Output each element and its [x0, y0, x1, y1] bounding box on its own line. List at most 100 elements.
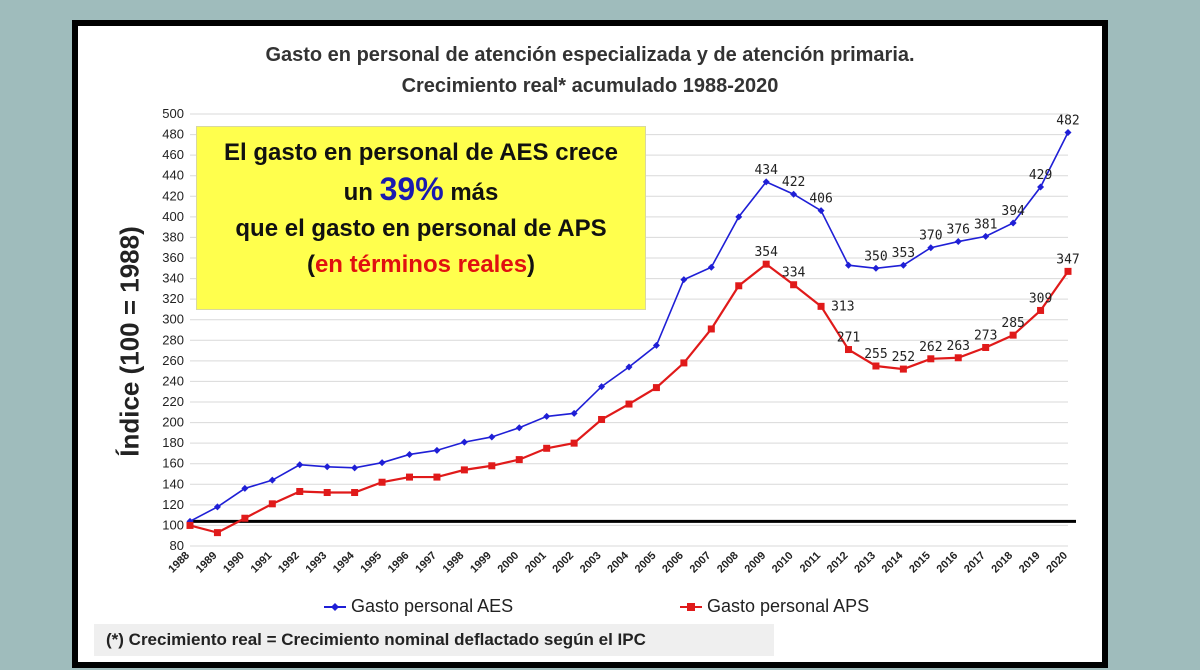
data-point-aps [460, 466, 468, 474]
x-tick-label: 1996 [386, 550, 412, 576]
data-point-aes [652, 341, 660, 349]
data-point-aps [351, 489, 359, 497]
callout-paren-open: ( [306, 251, 315, 278]
y-tick-label: 260 [162, 353, 184, 368]
data-point-aes [570, 409, 578, 417]
x-tick-label: 2012 [825, 550, 851, 576]
x-tick-label: 1988 [166, 550, 192, 576]
data-point-aes [790, 190, 798, 198]
y-axis-label: Índice (100 = 1988) [114, 226, 145, 457]
data-point-aes [186, 517, 194, 525]
x-tick-label: 2010 [770, 550, 796, 576]
x-tick-label: 2020 [1044, 550, 1070, 576]
y-tick-label: 320 [162, 291, 184, 306]
x-tick-label: 2001 [523, 550, 549, 576]
data-point-aps [707, 325, 715, 333]
x-tick-label: 1991 [249, 550, 275, 576]
data-point-aps [515, 456, 523, 464]
data-point-aes [680, 276, 688, 284]
data-point-aes [543, 412, 551, 420]
x-tick-label: 2017 [962, 550, 988, 576]
data-point-aps [406, 473, 413, 481]
data-label: 406 [809, 192, 832, 207]
data-point-aps [570, 439, 578, 447]
x-tick-label: 2003 [578, 550, 604, 576]
y-tick-label: 120 [162, 497, 184, 512]
data-point-aes [323, 463, 331, 471]
data-point-aes [1037, 183, 1045, 191]
legend-label-aes: Gasto personal AES [351, 596, 514, 616]
data-label: 252 [892, 350, 915, 365]
data-point-aes [872, 264, 880, 272]
data-label: 381 [974, 217, 997, 232]
data-point-aes [899, 261, 907, 269]
legend-marker-aes [324, 603, 346, 612]
data-point-aes [598, 383, 606, 391]
data-point-aes [213, 503, 221, 511]
x-tick-label: 2013 [852, 550, 878, 576]
callout-percent: 39% [379, 171, 444, 207]
y-tick-label: 460 [162, 147, 184, 162]
data-point-aps [982, 343, 990, 351]
data-label: 334 [782, 266, 806, 281]
x-tick-label: 1989 [194, 550, 220, 576]
data-point-aes [1064, 129, 1072, 137]
data-label: 262 [919, 340, 942, 355]
data-point-aps [1037, 306, 1045, 314]
data-label: 313 [831, 299, 854, 314]
y-tick-label: 420 [162, 188, 184, 203]
y-tick-label: 300 [162, 312, 184, 327]
x-tick-label: 2011 [798, 550, 823, 575]
footnote: (*) Crecimiento real = Crecimiento nomin… [94, 624, 774, 656]
callout-line1: El gasto en personal de AES crece [224, 139, 618, 166]
callout-line2: un 39% más [197, 171, 645, 211]
line-chart: 80 100 120 140 160 180 200 220 240 260 280 300 320 34… [162, 106, 1079, 576]
data-label: 482 [1056, 114, 1079, 129]
x-tick-label: 2007 [688, 550, 714, 576]
chart-title-line1: Gasto en personal de atención especializ… [265, 44, 915, 66]
y-tick-label: 340 [162, 271, 184, 286]
y-tick-label: 400 [162, 209, 184, 224]
data-point-aes [625, 363, 633, 371]
data-label: 429 [1029, 168, 1052, 183]
data-label: 353 [892, 246, 915, 261]
y-tick-label: 80 [170, 538, 184, 553]
callout-line4: (en términos reales) [197, 247, 645, 283]
x-tick-label: 2005 [633, 550, 659, 576]
data-point-aes [296, 461, 304, 469]
x-tick-label: 2014 [880, 549, 906, 575]
data-label: 370 [919, 229, 942, 244]
data-point-aes [515, 424, 523, 432]
x-tick-label: 2002 [550, 550, 576, 576]
y-tick-label: 200 [162, 415, 184, 430]
x-tick-label: 1999 [468, 550, 494, 576]
data-label: 350 [864, 249, 887, 264]
y-tick-label: 480 [162, 127, 184, 142]
x-tick-label: 2006 [660, 550, 686, 576]
x-tick-label: 2016 [935, 550, 961, 576]
data-label: 376 [947, 223, 970, 238]
data-label: 271 [837, 331, 860, 346]
data-point-aes [351, 464, 359, 472]
data-point-aes [406, 450, 413, 458]
data-point-aes [982, 232, 990, 240]
data-point-aps [625, 400, 633, 408]
callout-mas: más [450, 179, 499, 206]
y-tick-label: 240 [162, 373, 184, 388]
data-point-aps [296, 487, 304, 495]
callout-red-text: en términos reales [314, 251, 528, 278]
data-point-aps [213, 529, 221, 537]
chart-panel: Gasto en personal de atención especializ… [78, 26, 1102, 662]
data-point-aps [954, 354, 962, 362]
data-point-aps [323, 489, 331, 497]
chart-frame: Gasto en personal de atención especializ… [72, 20, 1108, 668]
data-point-aes [241, 484, 249, 492]
data-label: 434 [754, 163, 778, 178]
data-point-aes [762, 178, 770, 186]
chart-title: Gasto en personal de atención especializ… [78, 40, 1102, 102]
data-label: 354 [754, 245, 778, 260]
data-point-aes [268, 476, 276, 484]
x-tick-label: 2000 [496, 550, 522, 576]
data-point-aps [762, 260, 770, 268]
data-point-aes [845, 261, 852, 269]
